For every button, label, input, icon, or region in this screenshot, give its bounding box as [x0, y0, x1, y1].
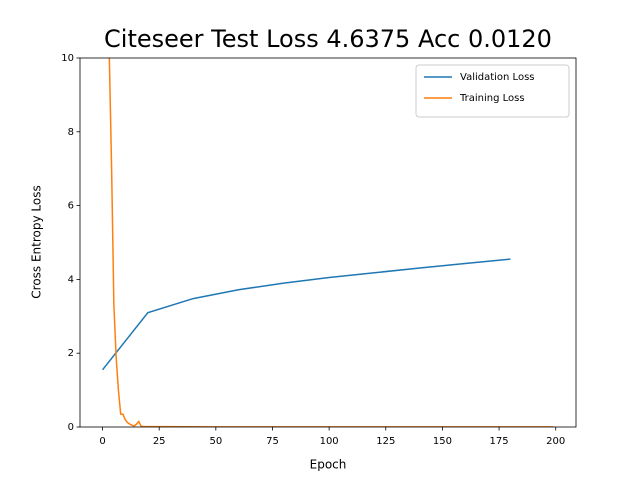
- y-tick-label: 0: [68, 422, 74, 433]
- plot-area: [101, 58, 554, 427]
- y-tick-label: 8: [68, 127, 74, 138]
- legend-label: Validation Loss: [460, 72, 535, 83]
- line: [108, 58, 554, 427]
- legend-label: Training Loss: [459, 93, 525, 104]
- y-axis-label: Cross Entropy Loss: [30, 185, 44, 298]
- legend-box: [415, 64, 570, 118]
- x-axis-label: Epoch: [310, 458, 347, 472]
- line: [101, 258, 511, 371]
- x-tick-label: 150: [433, 436, 452, 447]
- x-tick-label: 50: [209, 436, 222, 447]
- axes-frame: [79, 57, 577, 428]
- y-tick-label: 4: [68, 274, 74, 285]
- y-tick-label: 10: [61, 53, 74, 64]
- x-tick-label: 100: [320, 436, 339, 447]
- x-tick-label: 175: [490, 436, 509, 447]
- x-tick-label: 0: [99, 436, 105, 447]
- x-tick-label: 200: [546, 436, 565, 447]
- y-tick-label: 6: [68, 201, 74, 212]
- x-tick-label: 125: [376, 436, 395, 447]
- chart-title: Citeseer Test Loss 4.6375 Acc 0.0120: [104, 25, 552, 53]
- x-tick-label: 25: [153, 436, 166, 447]
- y-tick-label: 2: [68, 348, 74, 359]
- x-tick-label: 75: [266, 436, 279, 447]
